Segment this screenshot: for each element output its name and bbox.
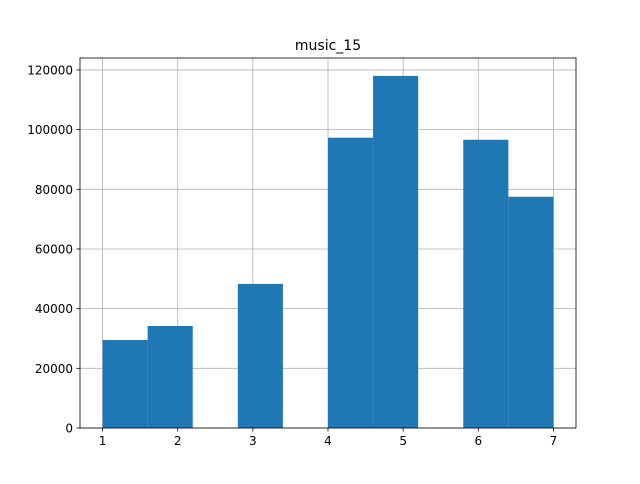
- y-tick-label: 0: [65, 422, 73, 436]
- histogram-bar: [508, 196, 554, 428]
- y-tick-label: 20000: [35, 362, 73, 376]
- x-tick-label: 5: [399, 434, 407, 448]
- x-tick-label: 1: [99, 434, 107, 448]
- x-tick-label: 4: [324, 434, 332, 448]
- x-tick-label: 7: [550, 434, 558, 448]
- histogram-bar: [237, 283, 283, 428]
- histogram-bar: [328, 137, 374, 428]
- y-tick-label: 120000: [27, 63, 73, 77]
- x-tick-label: 6: [474, 434, 482, 448]
- x-tick-label: 3: [249, 434, 257, 448]
- y-tick-label: 40000: [35, 302, 73, 316]
- y-tick-label: 100000: [27, 123, 73, 137]
- y-tick-label: 80000: [35, 183, 73, 197]
- histogram-bar: [463, 139, 509, 429]
- histogram-bar: [373, 75, 419, 428]
- y-tick-label: 60000: [35, 242, 73, 256]
- x-tick-label: 2: [174, 434, 182, 448]
- y-axis-ticks: 0 20000 40000 60000 80000 100000 120000: [27, 63, 80, 436]
- histogram-bar: [102, 339, 148, 428]
- bars-layer: [102, 75, 554, 429]
- histogram-bar: [147, 325, 193, 428]
- chart-title: music_15: [295, 38, 361, 54]
- x-axis-ticks: 1 2 3 4 5 6 7: [99, 428, 558, 448]
